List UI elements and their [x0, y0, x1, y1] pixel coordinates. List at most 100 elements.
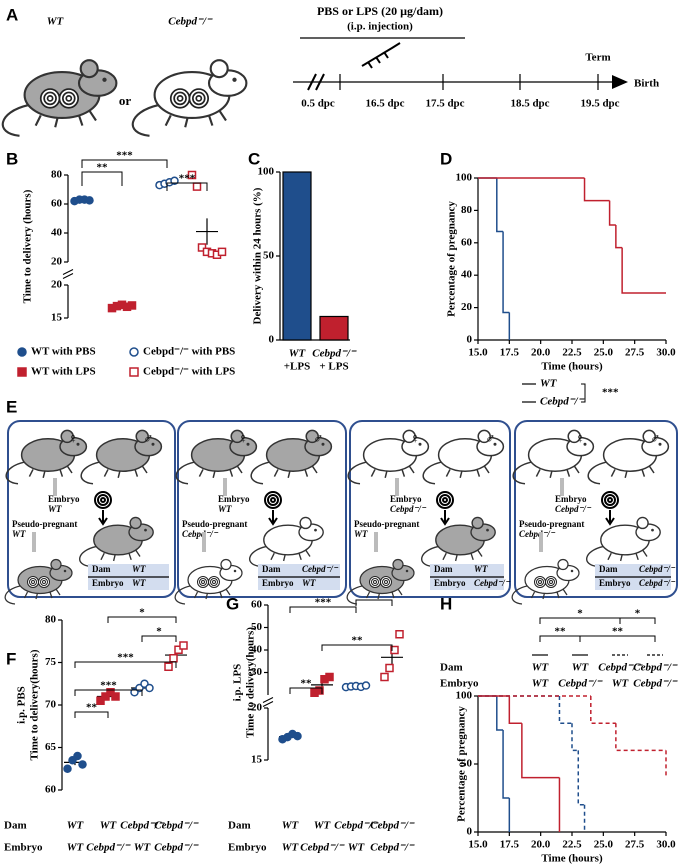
- pseudo-genotype: WT: [354, 529, 368, 539]
- dam-label: Cebpd⁻/⁻: [334, 820, 379, 832]
- significance-label: **: [86, 702, 98, 714]
- step-line: [496, 696, 504, 731]
- legend-marker: [17, 367, 27, 377]
- flow-arrow: [223, 478, 227, 496]
- significance-label: ***: [116, 150, 133, 162]
- strain: WT: [47, 16, 65, 28]
- sex-symbol: ♀: [238, 432, 249, 447]
- x-tick-label: 27.5: [625, 839, 645, 851]
- mouse-ear: [471, 516, 484, 530]
- mouse-legs: [28, 465, 73, 478]
- panel-label: H: [440, 594, 452, 613]
- table-label: Embryo: [599, 578, 631, 588]
- mouse-tail: [131, 104, 159, 137]
- pseudo-title: Pseudo-pregnant: [519, 519, 584, 529]
- timepoint: 19.5 dpc: [580, 98, 619, 110]
- y-tick-label: 40: [251, 644, 263, 656]
- flow-arrow: [32, 532, 36, 552]
- y-tick-label: 0: [467, 826, 473, 838]
- mouse-legs: [198, 465, 243, 478]
- strain: Cebpd⁻/⁻: [168, 16, 213, 28]
- mouse-tail: [175, 461, 195, 485]
- data-point: [127, 301, 137, 310]
- pseudo-mouse: [79, 516, 154, 568]
- dam-label: WT: [67, 820, 85, 832]
- mouse-legs: [607, 549, 648, 562]
- mouse-eye: [76, 442, 80, 446]
- step-line: [502, 730, 510, 799]
- significance-bracket: [166, 182, 208, 191]
- data-point: [169, 654, 178, 663]
- embryo-label: Cebpd⁻/⁻: [370, 842, 415, 854]
- mouse-eye: [658, 442, 662, 446]
- uterus: [42, 580, 46, 584]
- legend-label: WT with PBS: [31, 346, 96, 358]
- x-tick-label: 15.0: [468, 347, 488, 359]
- panel-label: D: [440, 149, 452, 168]
- dam-label: WT: [282, 820, 300, 832]
- mouse-tail: [346, 585, 363, 605]
- sex-symbol: ♀: [68, 432, 79, 447]
- row-label: Embryo: [440, 678, 479, 690]
- mouse-ear: [129, 516, 142, 530]
- uterus: [382, 578, 390, 586]
- female-mouse: [512, 429, 595, 485]
- mouse-legs: [270, 549, 311, 562]
- mouse-ear: [392, 558, 404, 571]
- y-axis-label: Percentage of pregnancy: [456, 706, 468, 822]
- term: Term: [585, 52, 610, 64]
- x-tick-label: WT: [289, 348, 307, 360]
- row-label: Dam: [228, 820, 251, 832]
- x-tick-sublabel: +LPS: [284, 361, 310, 373]
- step-line: [615, 723, 666, 752]
- table-label: Embryo: [262, 578, 294, 588]
- embryo-title: Embryo: [48, 494, 80, 504]
- uterus: [62, 91, 76, 106]
- y-tick-label: 100: [258, 166, 275, 178]
- or-text: or: [119, 93, 132, 108]
- uterus: [31, 580, 35, 584]
- significance-label: **: [352, 635, 364, 647]
- mouse-tail: [511, 585, 528, 605]
- data-point: [179, 641, 188, 650]
- x-tick-label: 22.5: [562, 839, 582, 851]
- significance-bracket: [289, 687, 323, 694]
- uterus: [192, 91, 206, 106]
- data-point: [197, 243, 207, 252]
- y-tick-label: 0: [467, 334, 473, 346]
- x-axis-label: Time (hours): [541, 361, 603, 373]
- y-tick-label: 100: [456, 172, 473, 184]
- y-tick-label: 60: [51, 198, 63, 210]
- step-line: [583, 178, 610, 202]
- significance-bracket: [579, 635, 656, 642]
- mouse-legs: [442, 549, 483, 562]
- y-tick-label: 75: [45, 656, 57, 668]
- axis-break: [62, 269, 74, 279]
- pseudo-mouse: [421, 516, 496, 568]
- significance-bracket: [74, 689, 143, 696]
- table-label: Embryo: [92, 578, 124, 588]
- embryo-label: Cebpd⁻/⁻: [558, 678, 603, 690]
- mouse-tail: [174, 585, 191, 605]
- table-value: WT: [474, 564, 488, 574]
- legend-marker: [129, 347, 139, 357]
- embryo-icon: [439, 494, 451, 506]
- table-label: Dam: [92, 564, 111, 574]
- y-axis-label: Percentage of pregnancy: [446, 201, 458, 317]
- embryo-genotype: WT: [218, 504, 232, 514]
- table-value: WT: [132, 578, 146, 588]
- uterus: [536, 578, 544, 586]
- x-tick-label: 22.5: [562, 347, 582, 359]
- dam-label: Cebpd⁻/⁻: [598, 662, 643, 674]
- birth: Birth: [634, 78, 659, 90]
- data-point: [395, 630, 404, 639]
- mouse-ear: [135, 429, 149, 444]
- flow-arrow: [560, 478, 564, 496]
- significance-label: **: [612, 626, 624, 638]
- embryo-title: Embryo: [555, 494, 587, 504]
- embryo-label: WT: [532, 678, 550, 690]
- x-tick-label: 25.0: [594, 839, 614, 851]
- significance-label: **: [97, 162, 109, 174]
- table-label: Dam: [262, 564, 281, 574]
- mouse-legs: [273, 465, 318, 478]
